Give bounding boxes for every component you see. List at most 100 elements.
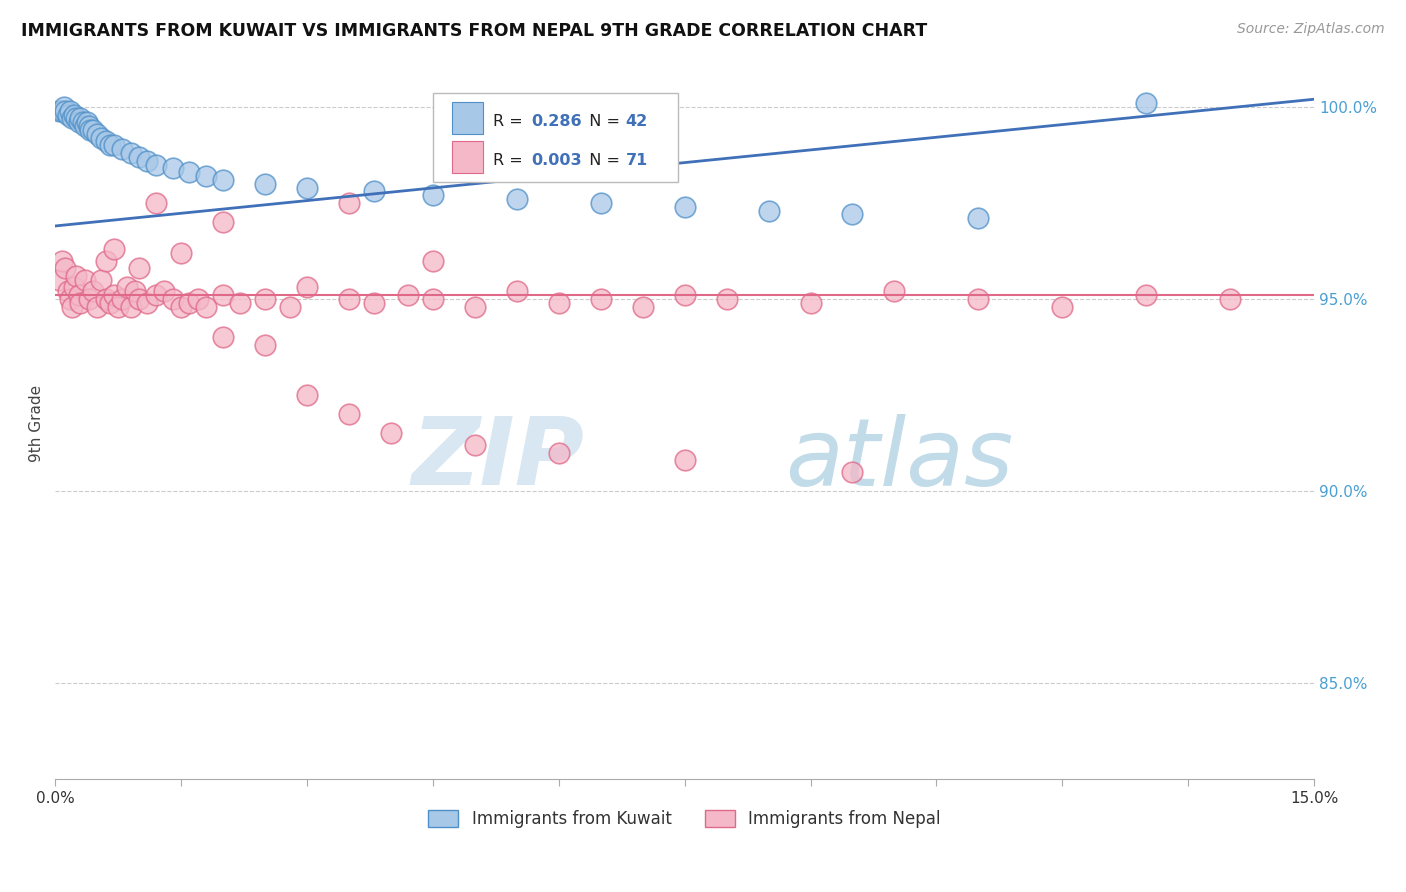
Point bbox=[145, 288, 167, 302]
Point bbox=[82, 123, 104, 137]
Point bbox=[1135, 288, 1157, 302]
Point bbox=[79, 123, 101, 137]
Point bbox=[253, 338, 276, 352]
Point bbox=[337, 292, 360, 306]
Point bbox=[673, 453, 696, 467]
Point bbox=[380, 426, 402, 441]
Point bbox=[145, 157, 167, 171]
Point bbox=[363, 295, 385, 310]
Point bbox=[170, 300, 193, 314]
Point bbox=[967, 292, 990, 306]
Point bbox=[506, 285, 529, 299]
Point bbox=[111, 292, 134, 306]
Point bbox=[59, 292, 82, 306]
Text: 0.003: 0.003 bbox=[531, 153, 582, 169]
Text: N =: N = bbox=[579, 153, 626, 169]
Point bbox=[59, 103, 82, 118]
Point bbox=[464, 300, 486, 314]
Point bbox=[65, 268, 87, 283]
Point bbox=[48, 273, 70, 287]
Point bbox=[841, 465, 863, 479]
Point bbox=[86, 300, 108, 314]
Point bbox=[179, 295, 201, 310]
Point bbox=[195, 300, 218, 314]
Point bbox=[90, 130, 112, 145]
Point bbox=[111, 142, 134, 156]
Point bbox=[60, 112, 83, 126]
Point bbox=[363, 185, 385, 199]
Point bbox=[212, 173, 235, 187]
Point bbox=[547, 295, 569, 310]
Text: 71: 71 bbox=[626, 153, 648, 169]
Point bbox=[547, 445, 569, 459]
Point bbox=[1219, 292, 1241, 306]
Point bbox=[1052, 300, 1074, 314]
Text: atlas: atlas bbox=[786, 414, 1014, 505]
Point bbox=[422, 253, 444, 268]
Point bbox=[77, 292, 100, 306]
Point bbox=[67, 288, 90, 302]
Point bbox=[69, 112, 91, 126]
Point bbox=[69, 295, 91, 310]
Point bbox=[295, 180, 318, 194]
Point bbox=[62, 107, 84, 121]
Point bbox=[212, 215, 235, 229]
Point bbox=[758, 203, 780, 218]
Point bbox=[51, 103, 73, 118]
Point bbox=[153, 285, 176, 299]
Point bbox=[115, 280, 138, 294]
Bar bbox=[451, 142, 484, 173]
Point bbox=[107, 300, 129, 314]
Point bbox=[967, 211, 990, 226]
Text: ZIP: ZIP bbox=[411, 413, 583, 505]
Point bbox=[1135, 96, 1157, 111]
Point bbox=[253, 292, 276, 306]
Point bbox=[56, 107, 79, 121]
Text: 42: 42 bbox=[626, 114, 648, 129]
Point bbox=[162, 292, 184, 306]
Point bbox=[422, 292, 444, 306]
Point bbox=[86, 127, 108, 141]
Point bbox=[52, 100, 75, 114]
Point bbox=[67, 115, 90, 129]
Y-axis label: 9th Grade: 9th Grade bbox=[30, 385, 44, 462]
Point bbox=[187, 292, 209, 306]
Point bbox=[589, 195, 612, 210]
Point bbox=[396, 288, 419, 302]
Point bbox=[48, 103, 70, 118]
Point bbox=[170, 245, 193, 260]
Text: R =: R = bbox=[494, 114, 529, 129]
Point bbox=[337, 195, 360, 210]
Point bbox=[120, 300, 142, 314]
Point bbox=[673, 288, 696, 302]
Point bbox=[62, 280, 84, 294]
Point bbox=[82, 285, 104, 299]
Point bbox=[65, 112, 87, 126]
Point bbox=[631, 300, 654, 314]
Point bbox=[145, 195, 167, 210]
Point bbox=[673, 200, 696, 214]
Point bbox=[136, 295, 159, 310]
Point bbox=[94, 135, 117, 149]
FancyBboxPatch shape bbox=[433, 94, 678, 182]
Point bbox=[278, 300, 301, 314]
Point bbox=[103, 242, 125, 256]
Point bbox=[98, 295, 121, 310]
Bar bbox=[451, 103, 484, 134]
Point bbox=[103, 288, 125, 302]
Point bbox=[103, 138, 125, 153]
Point bbox=[295, 280, 318, 294]
Point bbox=[128, 292, 150, 306]
Point bbox=[60, 300, 83, 314]
Point bbox=[464, 438, 486, 452]
Point bbox=[229, 295, 252, 310]
Point bbox=[94, 253, 117, 268]
Point bbox=[51, 253, 73, 268]
Point bbox=[53, 103, 76, 118]
Point bbox=[124, 285, 146, 299]
Legend: Immigrants from Kuwait, Immigrants from Nepal: Immigrants from Kuwait, Immigrants from … bbox=[422, 803, 948, 835]
Point bbox=[128, 150, 150, 164]
Point bbox=[73, 119, 96, 133]
Text: Source: ZipAtlas.com: Source: ZipAtlas.com bbox=[1237, 22, 1385, 37]
Point bbox=[76, 115, 98, 129]
